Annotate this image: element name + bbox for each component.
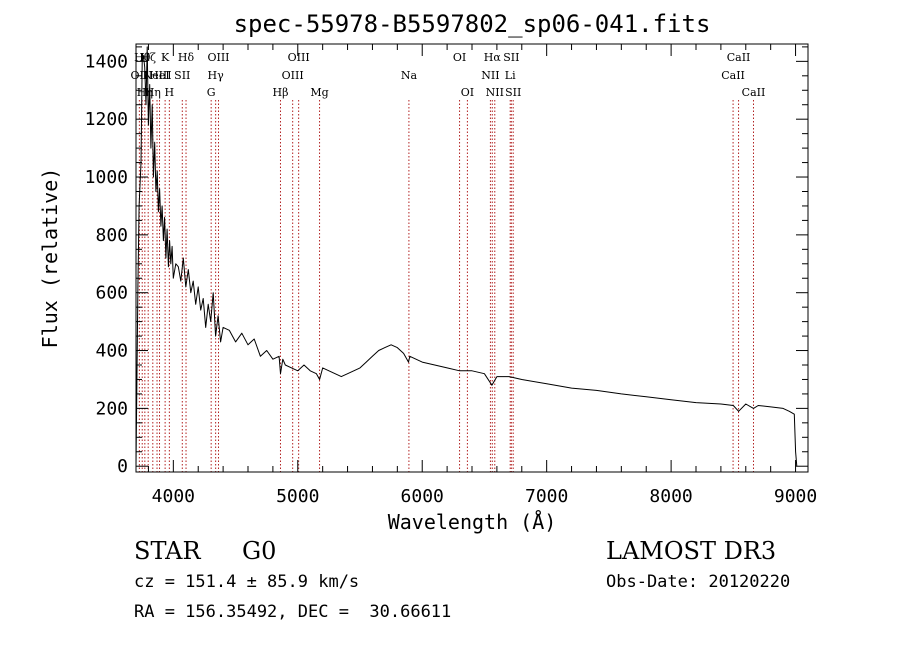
y-axis-tick-labels: 0 200 400 600 800 1000 1200 1400 — [85, 51, 128, 477]
spectrum-line — [135, 46, 798, 467]
survey-name: LAMOST DR3 — [606, 537, 777, 565]
x-tick-label: 4000 — [152, 486, 195, 507]
observation-date: Obs-Date: 20120220 — [606, 572, 791, 592]
line-label: CaII — [721, 69, 745, 82]
y-tick-label: 1400 — [85, 51, 128, 72]
line-label: G — [207, 86, 216, 99]
y-tick-label: 400 — [95, 341, 128, 362]
line-label: NeIII — [142, 69, 171, 82]
y-tick-label: 800 — [95, 225, 128, 246]
y-tick-label: 600 — [95, 283, 128, 304]
y-axis-label: Flux (relative) — [38, 168, 62, 349]
line-label: SII — [505, 86, 521, 99]
x-tick-label: 5000 — [276, 486, 319, 507]
x-axis-ticks — [147, 44, 797, 472]
y-axis-ticks — [136, 46, 808, 467]
line-label: OIII — [207, 51, 229, 64]
line-label: OI — [461, 86, 474, 99]
x-tick-label: 9000 — [774, 486, 817, 507]
line-label: Hβ — [273, 86, 289, 99]
redshift-velocity: cz = 151.4 ± 85.9 km/s — [134, 572, 360, 592]
line-label: CaII — [727, 51, 751, 64]
ra-dec-coordinates: RA = 156.35492, DEC = 30.66611 — [134, 602, 452, 622]
line-label: H — [165, 86, 175, 99]
plot-frame — [135, 43, 809, 473]
chart-title: spec-55978-B5597802_sp06-041.fits — [234, 10, 711, 38]
x-tick-label: 8000 — [649, 486, 692, 507]
y-tick-label: 0 — [117, 456, 128, 477]
object-class: STAR — [134, 537, 201, 565]
line-label: OIII — [288, 51, 310, 64]
line-label: SII — [174, 69, 190, 82]
line-label: Li — [505, 69, 516, 82]
line-label: Na — [401, 69, 418, 82]
line-label: Hδ — [178, 51, 195, 64]
x-tick-label: 6000 — [401, 486, 444, 507]
line-label: OI — [453, 51, 466, 64]
spectral-line-markers — [138, 100, 754, 472]
line-label: Hη — [145, 86, 161, 99]
line-label: SII — [503, 51, 519, 64]
line-label: Hα — [484, 51, 502, 64]
object-subclass: G0 — [242, 537, 277, 565]
y-tick-label: 1200 — [85, 109, 128, 130]
spectral-line-labels: OIIHθHηHζHηNeIIIHeIKHSIIHδGHγOIIIHβOIIIO… — [131, 51, 766, 99]
line-label: CaII — [742, 86, 766, 99]
line-label: Hγ — [208, 69, 225, 82]
y-tick-label: 1000 — [85, 167, 128, 188]
y-tick-label: 200 — [95, 398, 128, 419]
line-label: NII — [486, 86, 504, 99]
line-label: K — [161, 51, 170, 64]
line-label: Mg — [310, 86, 328, 99]
x-tick-label: 7000 — [525, 486, 568, 507]
line-label: OIII — [282, 69, 304, 82]
line-label: NII — [481, 69, 499, 82]
x-axis-label: Wavelength (Å) — [388, 510, 557, 534]
spectrum-series — [135, 46, 798, 467]
line-label: HeI — [149, 69, 169, 82]
x-axis-tick-labels: 4000 5000 6000 7000 8000 9000 — [152, 486, 818, 507]
